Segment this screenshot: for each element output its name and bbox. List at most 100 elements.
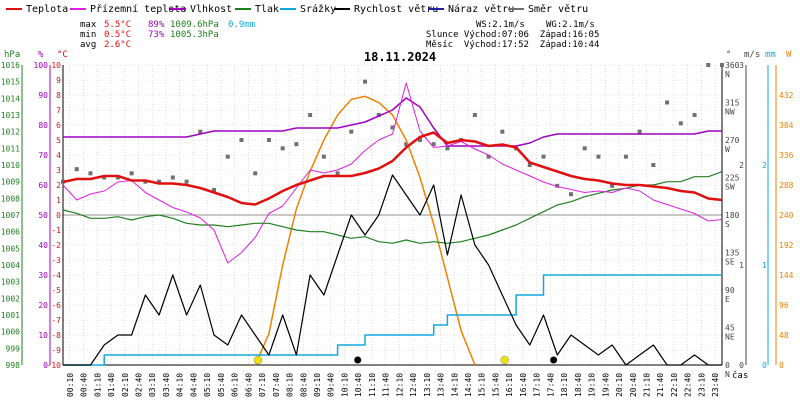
pressure-tick-label: 999 [6, 344, 21, 353]
pressure-tick-label: 1016 [1, 61, 20, 70]
pressure-tick-label: 1004 [1, 261, 20, 270]
wind-dir-point [115, 175, 120, 180]
moonset-marker [354, 356, 362, 364]
stats-min-hum: 73% [148, 30, 165, 40]
wind-dir-point [198, 129, 203, 134]
solar-tick-label: 288 [779, 181, 794, 190]
wind-dir-point [610, 183, 615, 188]
x-tick-label: 14:10 [450, 373, 459, 397]
wind-dir-tick-label: 135 [725, 249, 740, 258]
wind-dir-point [349, 129, 354, 134]
stats-min-press: 1005.3hPa [170, 30, 219, 40]
x-tick-label: 08:40 [299, 373, 308, 397]
wind-dir-point [184, 179, 189, 184]
wind-speed-tick-label: 0 [739, 361, 744, 370]
rain-tick-label: 0 [762, 361, 767, 370]
info-sun: Slunce Východ:07:06 Západ:16:05 [426, 30, 599, 40]
x-tick-label: 22:10 [670, 373, 679, 397]
wind-dir-point [74, 167, 79, 172]
wind-dir-point [651, 163, 656, 167]
x-tick-label: 02:40 [135, 373, 144, 397]
unit-degc: °C [57, 50, 68, 60]
wind-dir-point [363, 79, 368, 84]
temperature-tick-label: -2 [51, 241, 61, 250]
pressure-tick-label: 1005 [1, 244, 20, 253]
stats-avg-label: avg [80, 40, 96, 50]
pressure-line [62, 171, 723, 244]
temperature-tick-label: -9 [51, 346, 61, 355]
series-layer [61, 63, 724, 366]
temperature-tick-label: -8 [51, 331, 61, 340]
solar-tick-label: 336 [779, 151, 794, 160]
pressure-tick-label: 1001 [1, 311, 20, 320]
unit-hpa: hPa [4, 50, 20, 60]
solar-tick-label: 48 [779, 331, 789, 340]
wind-dir-point [239, 138, 244, 142]
wind-dir-point [665, 100, 670, 105]
humidity-tick-label: 20 [38, 301, 48, 310]
temperature-tick-label: 8 [56, 91, 61, 100]
temperature-tick-label: -10 [47, 361, 62, 370]
wind-dir-point [170, 175, 175, 180]
x-tick-label: 14:40 [464, 373, 473, 397]
wind-dir-point [294, 142, 299, 147]
temperature-tick-label: 5 [56, 136, 61, 145]
x-tick-label: 22:40 [684, 373, 693, 397]
x-tick-label: 00:10 [66, 373, 75, 397]
pressure-tick-label: 1008 [1, 194, 20, 203]
wind-dir-name-label: NW [725, 108, 735, 117]
pressure-tick-label: 998 [6, 361, 21, 370]
wind-dir-point [253, 171, 258, 176]
x-tick-label: 13:40 [437, 373, 446, 397]
humidity-tick-label: 90 [38, 91, 48, 100]
wind-dir-point [335, 171, 340, 176]
chart-date: 18.11.2024 [364, 50, 436, 64]
info-moon: Měsíc Východ:17:52 Západ:10:44 [426, 40, 599, 50]
stats-block: max 5.5°C 89% 1009.6hPa 0.9mm min 0.5°C … [80, 20, 255, 50]
x-tick-label: 18:10 [560, 373, 569, 397]
temperature-tick-label: 0 [56, 211, 61, 220]
wind-dir-point [596, 154, 601, 159]
wind-dir-point [390, 125, 395, 130]
wind-dir-point [623, 154, 628, 159]
temperature-tick-label: -5 [51, 286, 61, 295]
wind-dir-point [417, 138, 422, 142]
sunrise-marker [253, 355, 263, 365]
wind-dir-point [445, 146, 450, 151]
temperature-tick-label: 3 [56, 166, 61, 175]
unit-ms: m/s [744, 50, 760, 60]
temperature-tick-label: 10 [51, 61, 61, 70]
temperature-tick-label: 6 [56, 121, 61, 130]
pressure-tick-label: 1003 [1, 278, 20, 287]
x-tick-label: 16:10 [505, 373, 514, 397]
wind-dir-name-label: SW [725, 183, 735, 192]
axes-layer: 9989991000100110021003100410051006100710… [1, 61, 794, 379]
x-tick-label: 12:10 [395, 373, 404, 397]
x-tick-label: 05:40 [217, 373, 226, 397]
wind-dir-name-label: N [725, 70, 730, 79]
wind-speed-line [63, 174, 722, 366]
legend-label-6: Náraz větru [448, 3, 514, 15]
stats-avg-temp: 2.6°C [104, 40, 131, 50]
x-tick-label: 02:10 [121, 373, 130, 397]
pressure-tick-label: 1014 [1, 94, 20, 103]
wind-dir-name-label: SE [725, 258, 735, 267]
wind-dir-point [102, 175, 107, 180]
temperature-tick-label: -4 [51, 271, 61, 280]
solar-tick-label: 144 [779, 271, 794, 280]
info-block: WS:2.1m/s WG:2.1m/s Slunce Východ:07:06 … [426, 20, 599, 50]
wind-dir-point [692, 113, 697, 117]
x-tick-label: 07:10 [258, 373, 267, 397]
humidity-tick-label: 40 [38, 241, 48, 250]
wind-dir-point [706, 63, 711, 67]
x-tick-label: 08:10 [286, 373, 295, 397]
x-tick-label: 01:40 [107, 373, 116, 397]
solar-tick-label: 240 [779, 211, 794, 220]
pressure-tick-label: 1009 [1, 178, 20, 187]
stats-max-hum: 89% [148, 20, 165, 30]
ground-temp-line [62, 82, 723, 264]
pressure-tick-label: 1010 [1, 161, 20, 170]
humidity-tick-label: 70 [38, 151, 48, 160]
